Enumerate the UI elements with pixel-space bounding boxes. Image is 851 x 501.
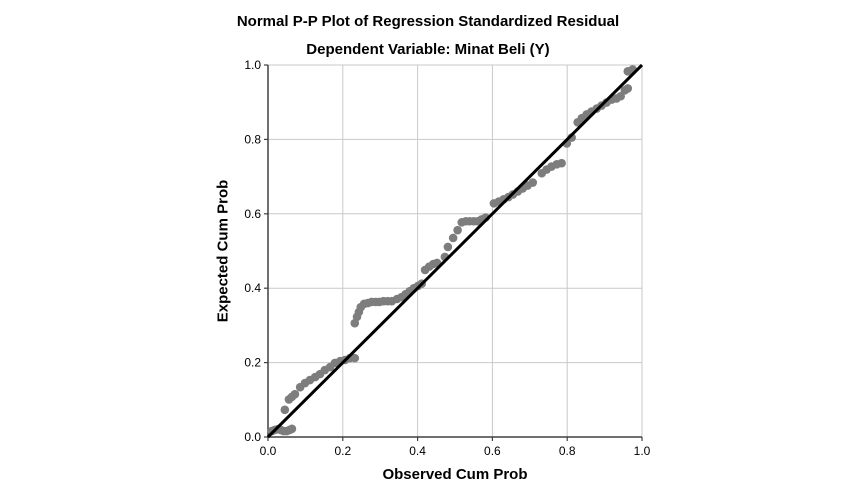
- data-point: [290, 389, 300, 399]
- y-axis-title: Expected Cum Prob: [214, 179, 232, 323]
- data-point: [557, 158, 566, 168]
- data-point: [443, 242, 453, 252]
- y-tick-label: 0.6: [244, 207, 261, 221]
- x-tick-label: 0.6: [484, 444, 501, 458]
- data-point: [623, 84, 633, 93]
- y-tick-label: 0.2: [244, 356, 261, 370]
- data-point: [453, 225, 462, 235]
- y-tick-label: 0.8: [244, 132, 261, 146]
- data-point: [280, 405, 290, 415]
- x-tick-label: 0.0: [260, 444, 277, 458]
- data-point: [528, 178, 538, 187]
- data-point: [448, 233, 458, 243]
- y-tick-label: 0.0: [244, 430, 261, 444]
- x-tick-label: 0.2: [334, 444, 351, 458]
- x-tick-label: 1.0: [634, 444, 651, 458]
- y-tick-label: 1.0: [244, 58, 261, 72]
- chart-title: Normal P-P Plot of Regression Standardiz…: [236, 13, 620, 30]
- x-axis-title: Observed Cum Prob: [382, 466, 528, 483]
- y-tick-label: 0.4: [244, 281, 261, 295]
- data-point: [287, 424, 297, 434]
- data-point: [350, 353, 360, 363]
- chart-subtitle: Dependent Variable: Minat Beli (Y): [306, 41, 550, 58]
- x-tick-label: 0.4: [409, 444, 426, 458]
- diagonal-reference-line: [266, 63, 644, 439]
- x-tick-label: 0.8: [559, 444, 576, 458]
